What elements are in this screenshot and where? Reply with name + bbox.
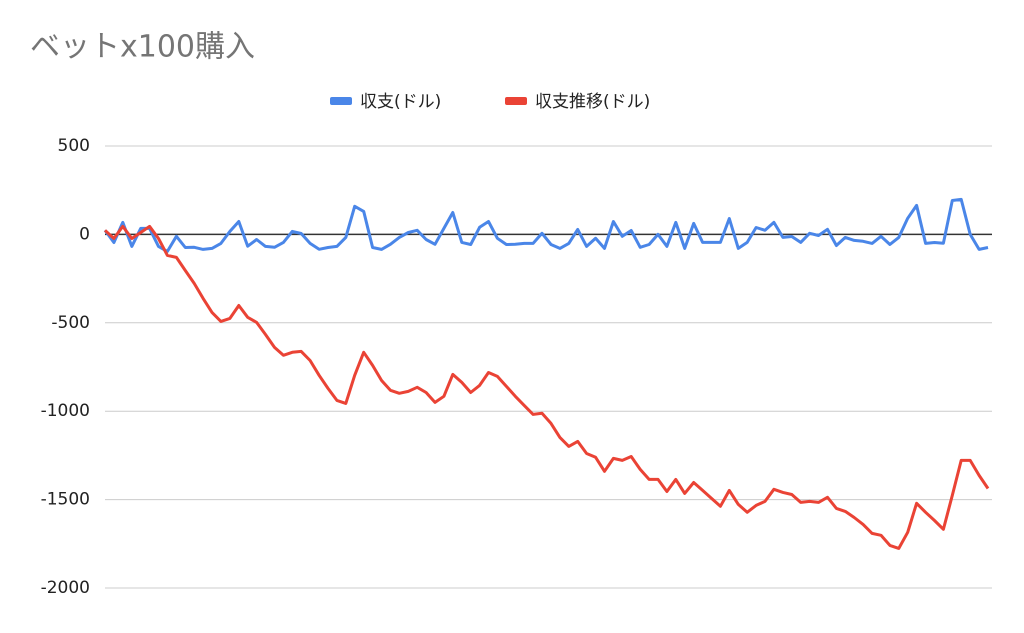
chart-title: ベットx100購入 [30, 30, 255, 65]
y-tick-label: -2000 [41, 578, 90, 598]
legend-label: 収支(ドル) [360, 92, 441, 112]
y-tick-label: 500 [58, 136, 90, 156]
y-tick-label: -1000 [41, 401, 90, 421]
y-tick-label: -500 [51, 313, 90, 333]
series-line [103, 224, 990, 550]
y-tick-label: 0 [79, 224, 90, 244]
legend-marker [505, 97, 527, 105]
legend-marker [330, 97, 352, 105]
y-tick-label: -1500 [41, 490, 90, 510]
legend-label: 収支推移(ドル) [535, 92, 650, 112]
series-line [103, 197, 989, 253]
